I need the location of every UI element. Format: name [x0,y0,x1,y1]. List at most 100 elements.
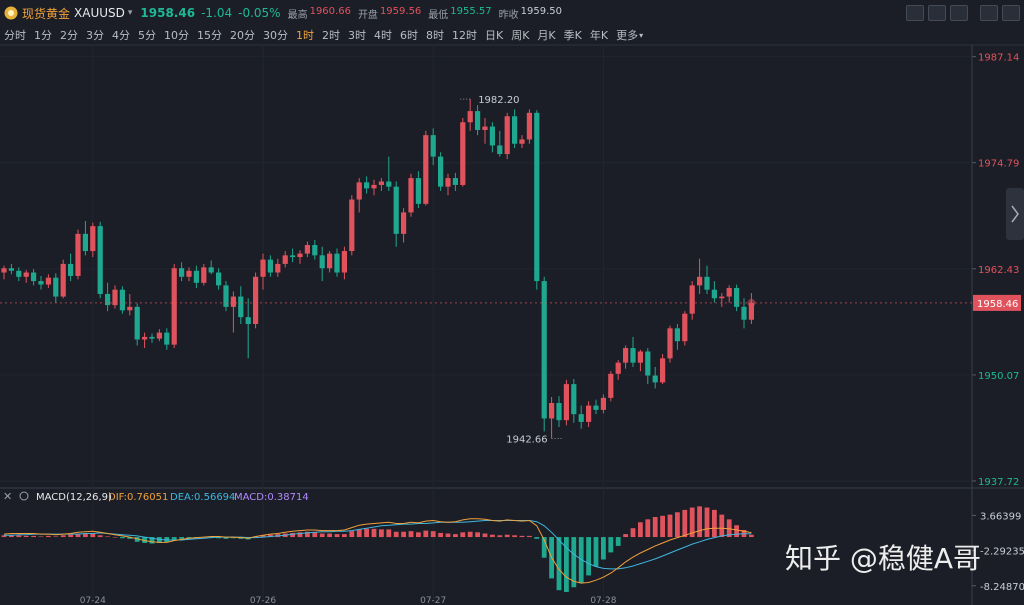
timeframe-tab[interactable]: 1时 [296,29,314,42]
candle-body [230,296,236,307]
macd-value-label: MACD:0.38714 [234,492,309,503]
candle-body [245,317,251,325]
macd-bar [386,529,392,538]
candle-body [452,178,458,185]
watermark: 知乎 @稳健A哥 [785,542,981,575]
macd-bar [1,535,7,538]
tool-button[interactable] [1002,5,1020,21]
timeframe-tab[interactable]: 3时 [348,29,366,42]
timeframe-tab[interactable]: 2时 [322,29,340,42]
macd-bar [31,535,36,538]
macd-bar [601,537,606,560]
timeframe-tab[interactable]: 4时 [374,29,392,42]
candle-body [282,255,288,264]
timeframe-tab[interactable]: 8时 [426,29,444,42]
candle-body [660,358,666,383]
macd-bar [660,515,665,538]
macd-bar [149,537,155,544]
x-tick-label: 07-28 [590,596,616,605]
header: 现货黄金 XAUUSD ▾ 1958.46 -1.04 -0.05% 最高 196… [0,0,1024,26]
macd-bar [564,537,569,592]
stat-value: 1959.56 [379,5,422,17]
timeframe-tab[interactable]: 15分 [197,29,222,42]
macd-bar [416,532,421,538]
stat-label: 最高 [287,9,308,21]
macd-bar [97,535,103,538]
candle-body [489,126,495,146]
timeframe-tab[interactable]: 更多 [616,29,639,42]
macd-bar [371,528,377,538]
macd-bar [512,535,517,538]
timeframe-tab[interactable]: 20分 [230,29,255,42]
candle-body [467,111,473,123]
macd-bar [578,537,584,584]
symbol[interactable]: XAUUSD [74,6,125,20]
macd-y-tick-label: 3.66399 [980,511,1021,522]
last-price-dot [747,298,756,307]
candle-body [497,145,503,155]
macd-bar [630,528,636,538]
macd-bar [423,530,429,538]
candle-body [201,267,207,283]
timeframe-tab[interactable]: 周K [511,29,530,42]
macd-bar [9,534,14,538]
timeframe-tab[interactable]: 12时 [452,29,477,42]
change: -1.04 [201,6,233,20]
macd-bar [305,531,310,538]
tool-button[interactable] [980,5,998,21]
macd-bar [364,528,369,538]
tool-button[interactable] [906,5,924,21]
macd-bar [327,533,332,538]
timeframe-tab[interactable]: 分时 [4,29,26,42]
last-price-label: 1958.46 [977,299,1018,310]
candle-body [312,245,318,256]
candle-body [748,302,754,320]
symbol-caret[interactable]: ▾ [127,8,133,18]
candle-body [645,351,651,376]
timeframe-tab[interactable]: 2分 [60,29,78,42]
timeframe-tab[interactable]: 3分 [86,29,104,42]
macd-dif-line [3,518,752,584]
candle-body [68,263,74,276]
candle-body [38,281,44,285]
timeframe-tab[interactable]: 30分 [263,29,288,42]
tool-button[interactable] [950,5,968,21]
macd-bar [379,529,384,538]
more-caret[interactable]: ▾ [639,30,644,40]
x-tick-label: 07-24 [80,596,106,605]
timeframe-tab[interactable]: 5分 [138,29,156,42]
timeframe-tab[interactable]: 季K [563,29,582,42]
macd-bar [667,514,673,538]
macd-bar [127,537,133,539]
candle-body [75,233,81,276]
macd-bar [186,537,192,539]
candle-body [549,403,555,419]
candle-body [512,116,518,144]
tool-button[interactable] [928,5,946,21]
macd-bar [112,537,118,538]
stat-label: 最低 [428,9,449,21]
candle-body [586,405,592,422]
candle-body [563,384,569,421]
macd-bar [68,534,73,538]
candle-body [393,186,399,234]
macd-bar [490,534,495,538]
timeframe-tab[interactable]: 6时 [400,29,418,42]
timeframe-tab[interactable]: 年K [589,29,609,42]
macd-bar [53,536,59,538]
macd-bar [342,534,347,538]
timeframe-tab[interactable]: 月K [537,29,556,42]
timeframe-tab[interactable]: 4分 [112,29,130,42]
timeframe-tab[interactable]: 10分 [164,29,189,42]
last-price-tag [973,294,1021,311]
x-tick-label: 07-26 [250,596,276,605]
candle-body [556,403,562,421]
macd-bar [334,534,340,538]
macd-bar [83,533,88,538]
timeframe-tab[interactable]: 日K [485,29,504,42]
macd-bar [734,525,739,538]
macd-bar [401,531,406,538]
timeframe-tab[interactable]: 1分 [34,29,52,42]
instrument-name: 现货黄金 [22,6,71,21]
side-toggle[interactable] [1006,188,1024,240]
